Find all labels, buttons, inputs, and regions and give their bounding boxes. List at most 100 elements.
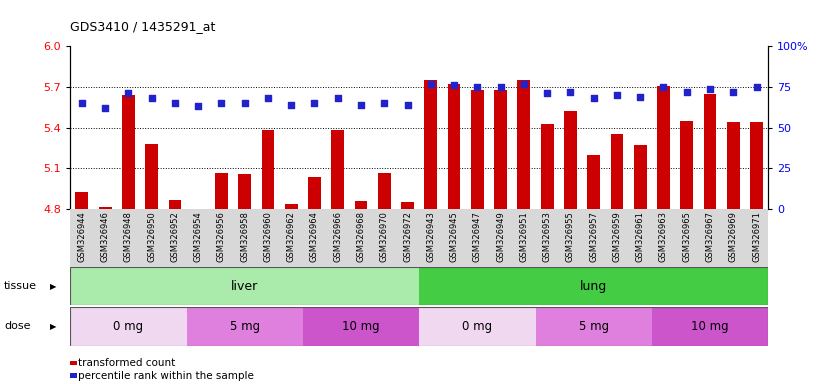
Bar — [420, 267, 768, 305]
Bar — [354, 201, 368, 209]
Point — [215, 100, 228, 106]
Text: 0 mg: 0 mg — [463, 320, 492, 333]
Point — [610, 92, 624, 98]
Point — [704, 86, 717, 92]
Bar — [192, 209, 205, 214]
Bar — [378, 172, 391, 209]
Text: 5 mg: 5 mg — [230, 320, 259, 333]
Text: liver: liver — [231, 280, 259, 293]
Point — [448, 82, 461, 88]
Point — [401, 102, 414, 108]
Text: GSM326970: GSM326970 — [380, 211, 389, 262]
Text: GSM326957: GSM326957 — [589, 211, 598, 262]
Point — [308, 100, 321, 106]
Bar — [425, 80, 437, 209]
Point — [680, 89, 693, 95]
Bar — [99, 207, 112, 209]
Text: GSM326950: GSM326950 — [147, 211, 156, 262]
Text: tissue: tissue — [4, 281, 37, 291]
Text: GSM326954: GSM326954 — [193, 211, 202, 262]
Text: GSM326969: GSM326969 — [729, 211, 738, 262]
Point — [75, 100, 88, 106]
Text: GSM326962: GSM326962 — [287, 211, 296, 262]
Text: GSM326955: GSM326955 — [566, 211, 575, 262]
Bar — [75, 192, 88, 209]
Text: GSM326966: GSM326966 — [333, 211, 342, 262]
Bar — [239, 174, 251, 209]
Bar — [448, 84, 460, 209]
Point — [634, 94, 647, 100]
Bar — [187, 307, 303, 346]
Text: GSM326972: GSM326972 — [403, 211, 412, 262]
Bar — [727, 122, 739, 209]
Text: transformed count: transformed count — [78, 358, 175, 368]
Bar — [308, 177, 320, 209]
Bar — [587, 155, 600, 209]
Bar — [70, 307, 187, 346]
Text: GSM326953: GSM326953 — [543, 211, 552, 262]
Text: GSM326943: GSM326943 — [426, 211, 435, 262]
Text: dose: dose — [4, 321, 31, 331]
Point — [98, 105, 112, 111]
Bar — [169, 200, 181, 209]
Text: GSM326949: GSM326949 — [496, 211, 506, 262]
Point — [169, 100, 182, 106]
Point — [121, 90, 135, 96]
Point — [192, 103, 205, 109]
Text: GSM326946: GSM326946 — [101, 211, 110, 262]
Text: 5 mg: 5 mg — [579, 320, 609, 333]
Text: 10 mg: 10 mg — [342, 320, 380, 333]
Bar — [610, 134, 624, 209]
Point — [377, 100, 391, 106]
Bar — [652, 307, 768, 346]
Bar — [285, 204, 297, 209]
Bar — [303, 307, 420, 346]
Bar — [70, 267, 420, 305]
Bar — [145, 144, 158, 209]
Text: GSM326952: GSM326952 — [170, 211, 179, 262]
Text: ▶: ▶ — [50, 281, 56, 291]
Point — [238, 100, 251, 106]
Bar — [494, 89, 507, 209]
Text: GSM326959: GSM326959 — [612, 211, 621, 262]
Bar — [681, 121, 693, 209]
Text: percentile rank within the sample: percentile rank within the sample — [78, 371, 254, 381]
Point — [331, 95, 344, 101]
Bar — [420, 307, 535, 346]
Point — [564, 89, 577, 95]
Bar — [535, 307, 652, 346]
Bar — [262, 131, 274, 209]
Point — [471, 84, 484, 90]
Text: GSM326967: GSM326967 — [705, 211, 714, 262]
Text: GSM326968: GSM326968 — [357, 211, 366, 262]
Point — [657, 84, 670, 90]
Point — [145, 95, 159, 101]
Text: GSM326963: GSM326963 — [659, 211, 668, 262]
Text: GSM326945: GSM326945 — [449, 211, 458, 262]
Text: 10 mg: 10 mg — [691, 320, 729, 333]
Point — [727, 89, 740, 95]
Text: GSM326951: GSM326951 — [520, 211, 529, 262]
Bar — [215, 172, 228, 209]
Point — [540, 90, 553, 96]
Text: GSM326960: GSM326960 — [263, 211, 273, 262]
Point — [587, 95, 601, 101]
Text: GSM326948: GSM326948 — [124, 211, 133, 262]
Point — [750, 84, 763, 90]
Bar — [634, 146, 647, 209]
Bar — [657, 86, 670, 209]
Point — [285, 102, 298, 108]
Text: GSM326971: GSM326971 — [752, 211, 761, 262]
Bar — [541, 124, 553, 209]
Point — [425, 81, 438, 87]
Bar — [401, 202, 414, 209]
Point — [261, 95, 274, 101]
Point — [354, 102, 368, 108]
Text: lung: lung — [580, 280, 607, 293]
Text: GDS3410 / 1435291_at: GDS3410 / 1435291_at — [70, 20, 216, 33]
Text: GSM326944: GSM326944 — [78, 211, 87, 262]
Text: GSM326964: GSM326964 — [310, 211, 319, 262]
Text: GSM326958: GSM326958 — [240, 211, 249, 262]
Bar — [518, 80, 530, 209]
Text: GSM326956: GSM326956 — [217, 211, 226, 262]
